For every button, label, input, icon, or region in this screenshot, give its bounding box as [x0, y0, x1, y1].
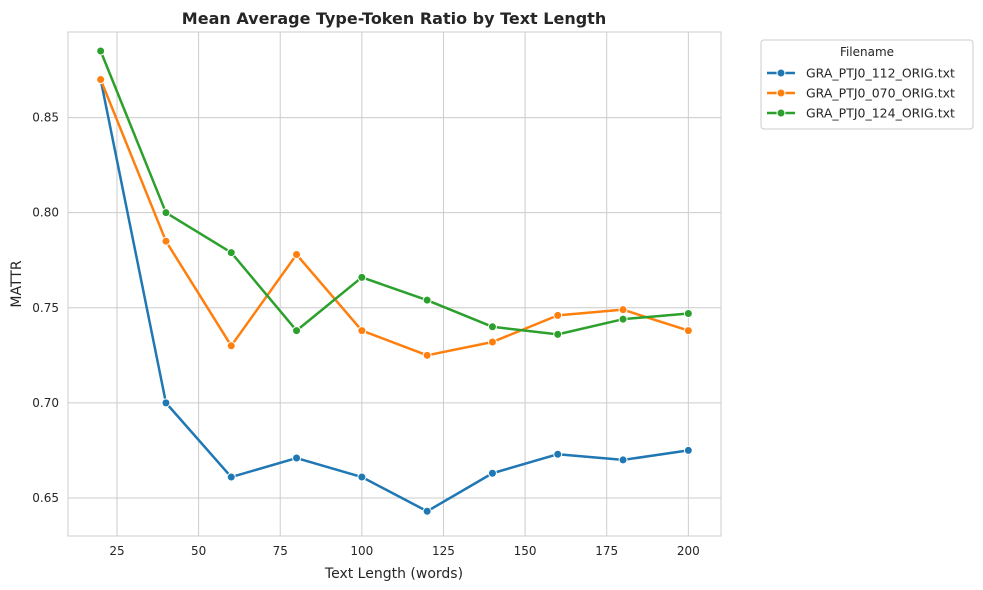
series-line — [99, 78, 690, 513]
series-line — [99, 49, 690, 336]
data-point — [357, 326, 367, 336]
x-tick-label: 125 — [432, 544, 455, 558]
y-tick-label: 0.85 — [32, 111, 59, 125]
legend-item: GRA_PTJ0_112_ORIG.txt — [767, 66, 955, 81]
x-tick-label: 50 — [191, 544, 206, 558]
chart-title: Mean Average Type-Token Ratio by Text Le… — [182, 9, 606, 28]
plot-frame — [67, 31, 722, 537]
x-tick-label: 200 — [677, 544, 700, 558]
legend-swatch-marker — [776, 68, 786, 78]
data-point — [618, 305, 628, 315]
x-axis-label: Text Length (words) — [324, 566, 463, 582]
data-point — [422, 295, 432, 305]
data-point — [422, 506, 432, 516]
y-tick-label: 0.65 — [32, 491, 59, 505]
data-point — [553, 310, 563, 320]
x-tick-label: 100 — [350, 544, 373, 558]
x-tick-label: 25 — [109, 544, 124, 558]
series-3 — [96, 46, 693, 339]
data-point — [422, 350, 432, 360]
data-point — [618, 455, 628, 465]
legend-swatch-marker — [776, 88, 786, 98]
data-point — [487, 468, 497, 478]
data-point — [357, 272, 367, 282]
data-point — [357, 472, 367, 482]
data-point — [96, 46, 106, 56]
y-tick-label: 0.75 — [32, 301, 59, 315]
legend-label: GRA_PTJ0_112_ORIG.txt — [806, 66, 955, 81]
legend-label: GRA_PTJ0_124_ORIG.txt — [806, 106, 955, 121]
grid-lines — [68, 32, 721, 536]
data-point — [292, 250, 302, 260]
legend: Filename GRA_PTJ0_112_ORIG.txt GRA_PTJ0_0… — [760, 39, 974, 130]
data-point — [683, 326, 693, 336]
tick-labels: 25 50 75 100 125 150 175 200 0.65 0.70 0.75 0.80 0.8… — [32, 111, 700, 558]
data-point — [553, 329, 563, 339]
data-series — [96, 46, 693, 516]
data-point — [226, 472, 236, 482]
y-tick-label: 0.80 — [32, 206, 59, 220]
y-axis-label: MATTR — [9, 260, 25, 307]
series-line — [99, 78, 690, 357]
data-point — [487, 322, 497, 332]
data-point — [96, 75, 106, 85]
legend-item: GRA_PTJ0_070_ORIG.txt — [767, 86, 955, 101]
legend-item: GRA_PTJ0_124_ORIG.txt — [767, 106, 955, 121]
legend-box — [760, 39, 974, 130]
legend-label: GRA_PTJ0_070_ORIG.txt — [806, 86, 955, 101]
y-tick-label: 0.70 — [32, 396, 59, 410]
data-point — [226, 341, 236, 351]
data-point — [161, 236, 171, 246]
data-point — [553, 449, 563, 459]
data-point — [683, 445, 693, 455]
x-tick-label: 150 — [514, 544, 537, 558]
series-2 — [96, 75, 693, 360]
data-point — [292, 453, 302, 463]
legend-swatch-marker — [776, 108, 786, 118]
legend-title: Filename — [840, 45, 894, 59]
data-point — [161, 398, 171, 408]
data-point — [683, 308, 693, 318]
data-point — [487, 337, 497, 347]
data-point — [226, 248, 236, 258]
x-tick-label: 175 — [595, 544, 618, 558]
data-point — [618, 314, 628, 324]
data-point — [292, 326, 302, 336]
data-point — [161, 208, 171, 218]
x-tick-label: 75 — [273, 544, 288, 558]
